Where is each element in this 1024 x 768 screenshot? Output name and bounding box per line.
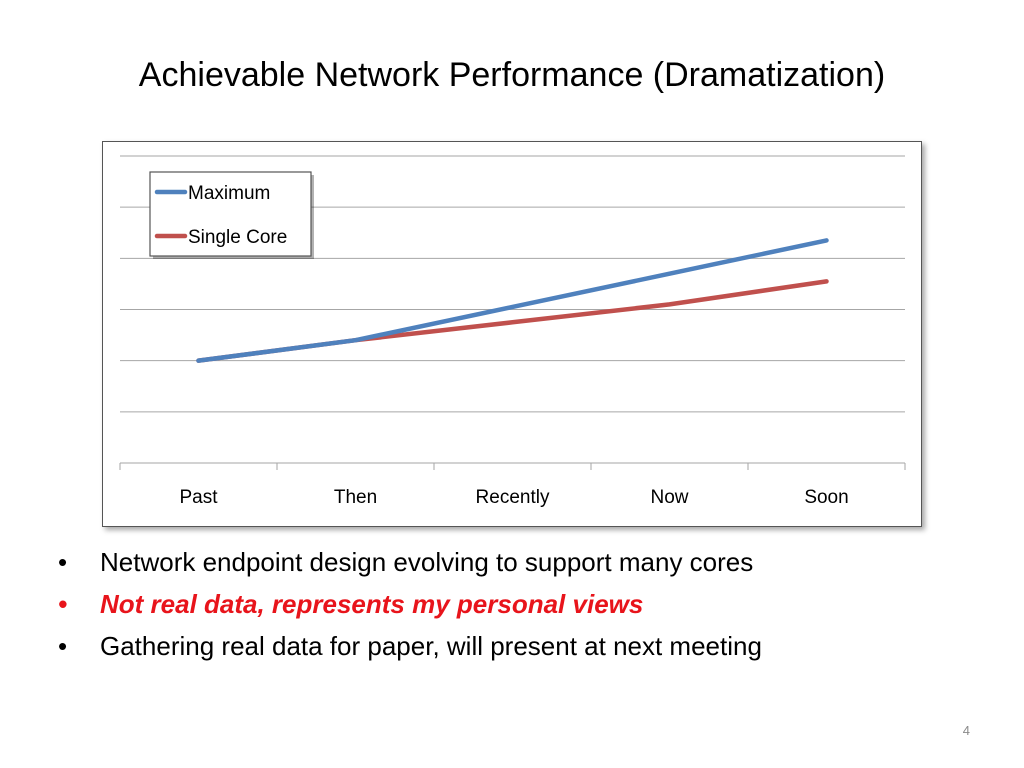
bullet-dot-icon: • — [58, 589, 68, 619]
x-tick-label: Past — [179, 487, 218, 508]
bullet-text: Gathering real data for paper, will pres… — [100, 631, 762, 661]
slide-title: Achievable Network Performance (Dramatiz… — [138, 56, 886, 94]
x-tick-label: Soon — [804, 487, 848, 508]
bullet-text: Network endpoint design evolving to supp… — [100, 547, 754, 577]
chart-area: Past Then Recently Now Soon Maximum Single Cor… — [102, 141, 922, 527]
line-chart: Past Then Recently Now Soon Maximum Single Cor… — [119, 155, 906, 508]
x-tick-label: Recently — [476, 487, 550, 508]
bullet-item: • Network endpoint design evolving to su… — [58, 541, 998, 583]
legend-label: Single Core — [188, 227, 287, 248]
bullet-item: • Gathering real data for paper, will pr… — [58, 625, 998, 667]
bullet-list: • Network endpoint design evolving to su… — [58, 541, 998, 667]
bullet-dot-icon: • — [58, 547, 68, 577]
x-tick-label: Then — [334, 487, 377, 508]
bullet-text: Not real data, represents my personal vi… — [100, 589, 644, 619]
legend-label: Maximum — [188, 183, 270, 204]
x-tick-label: Now — [650, 487, 688, 508]
bullet-item-disclaimer: • Not real data, represents my personal … — [58, 583, 998, 625]
page-number: 4 — [962, 723, 970, 738]
series-line-maximum — [196, 238, 829, 363]
legend-box — [149, 171, 312, 257]
bullet-dot-icon: • — [58, 631, 68, 661]
